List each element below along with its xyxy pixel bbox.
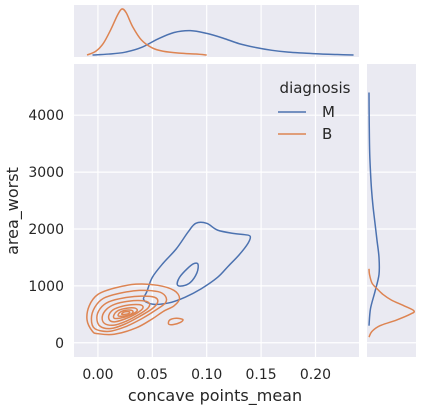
main-plot-background (74, 64, 359, 357)
top-density-M (92, 29, 354, 56)
x-axis-label: concave points_mean (128, 386, 302, 406)
top-marginal-background (74, 5, 359, 57)
legend: diagnosis MB (278, 79, 351, 143)
x-tick-label: 0.10 (191, 367, 222, 383)
x-tick-label: 0.15 (246, 367, 277, 383)
y-axis-label: area_worst (3, 167, 23, 255)
contour-layer (86, 221, 252, 336)
y-tick-label: 2000 (28, 222, 64, 238)
top-density-B (86, 8, 207, 56)
x-tick-label: 0.00 (82, 367, 113, 383)
legend-title: diagnosis (280, 79, 351, 97)
right-marginal-plot (367, 64, 416, 357)
contour-B (90, 289, 168, 333)
axes-labels: concave points_mean area_worst (3, 167, 302, 406)
contour-M (142, 221, 252, 306)
contour-M (176, 262, 199, 287)
contour-B (117, 309, 134, 317)
contour-B (86, 283, 181, 336)
contour-B (96, 295, 159, 330)
legend-label-B: B (322, 125, 332, 143)
y-tick-label: 0 (55, 336, 64, 352)
top-marginal-plot (74, 5, 359, 57)
main-plot: 0.00 0.05 0.10 0.15 0.20 0 1000 2000 3000 4000 (28, 64, 359, 383)
contour-B (107, 303, 144, 323)
contour-B (167, 317, 184, 326)
y-tick-label: 4000 (28, 108, 64, 124)
contour-B (101, 299, 151, 326)
legend-label-M: M (322, 103, 335, 121)
right-density-B (368, 268, 415, 338)
y-tick-label: 3000 (28, 165, 64, 181)
right-density-M (368, 92, 381, 326)
right-marginal-background (367, 64, 416, 357)
x-tick-label: 0.20 (300, 367, 331, 383)
x-tick-label: 0.05 (137, 367, 168, 383)
y-tick-label: 1000 (28, 279, 64, 295)
contour-B (120, 310, 131, 316)
contour-B (112, 307, 139, 320)
